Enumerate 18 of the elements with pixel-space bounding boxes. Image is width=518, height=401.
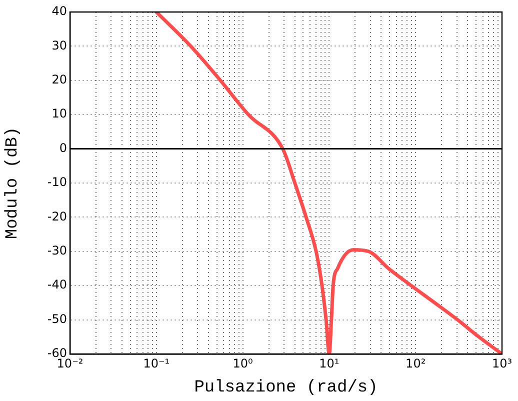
y-tick-label: -20 — [47, 209, 67, 224]
y-tick-label: -40 — [47, 278, 67, 292]
y-tick-label: 30 — [52, 38, 67, 52]
y-tick-label: 0 — [59, 140, 67, 155]
y-tick-label: -10 — [47, 175, 67, 190]
x-tick-label: 10⁻¹ — [143, 356, 170, 370]
x-tick-label: 10¹ — [319, 356, 340, 370]
x-tick-label: 10² — [406, 356, 426, 370]
y-tick-label: -50 — [47, 312, 67, 326]
x-tick-label: 10³ — [492, 356, 512, 370]
y-tick-label: 40 — [52, 4, 67, 18]
y-tick-label: 10 — [52, 106, 67, 121]
x-tick-label: 10⁰ — [232, 356, 254, 370]
y-tick-label: -30 — [47, 244, 67, 258]
x-axis-title: Pulsazione (rad/s) — [194, 378, 378, 398]
y-tick-label: 20 — [52, 72, 67, 87]
x-tick-label: 10⁻² — [56, 356, 84, 370]
y-axis-title: Modulo (dB) — [4, 126, 23, 240]
